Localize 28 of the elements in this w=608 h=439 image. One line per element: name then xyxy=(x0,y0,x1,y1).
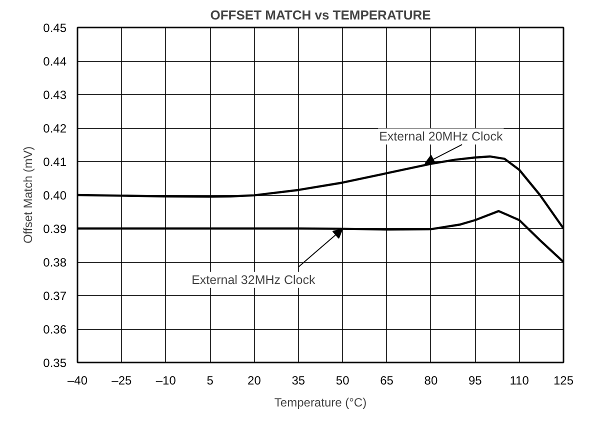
y-tick-label: 0.44 xyxy=(43,54,67,68)
y-tick-label: 0.38 xyxy=(43,256,67,270)
x-tick-label: 50 xyxy=(336,374,350,388)
y-tick-label: 0.45 xyxy=(43,21,67,35)
y-tick-label: 0.36 xyxy=(43,322,67,336)
x-tick-label: 65 xyxy=(380,374,394,388)
x-tick-label: 95 xyxy=(468,374,482,388)
x-tick-label: 5 xyxy=(206,374,214,388)
x-axis-title: Temperature (°C) xyxy=(274,396,367,410)
x-tick-label: 20 xyxy=(248,374,262,388)
y-tick-label: 0.41 xyxy=(43,155,67,169)
x-tick-label: 110 xyxy=(510,374,530,388)
y-tick-label: 0.40 xyxy=(43,188,67,202)
y-tick-label: 0.37 xyxy=(43,289,67,303)
annotation: External 32MHz Clock xyxy=(192,272,316,287)
x-tick-label: 35 xyxy=(292,374,306,388)
y-tick-label: 0.43 xyxy=(43,88,67,102)
x-tick-label: –25 xyxy=(112,374,132,388)
x-tick-label: –40 xyxy=(67,374,88,388)
y-axis-title: Offset Match (mV) xyxy=(21,146,36,244)
x-tick-label: 80 xyxy=(424,374,438,388)
y-tick-label: 0.39 xyxy=(43,222,67,236)
chart-title: OFFSET MATCH vs TEMPERATURE xyxy=(210,8,432,22)
x-tick-label: 125 xyxy=(553,374,574,388)
annotation: External 20MHz Clock xyxy=(379,130,504,144)
y-tick-label: 0.35 xyxy=(43,356,67,370)
x-tick-label: –10 xyxy=(156,374,176,388)
y-tick-label: 0.42 xyxy=(43,122,67,136)
